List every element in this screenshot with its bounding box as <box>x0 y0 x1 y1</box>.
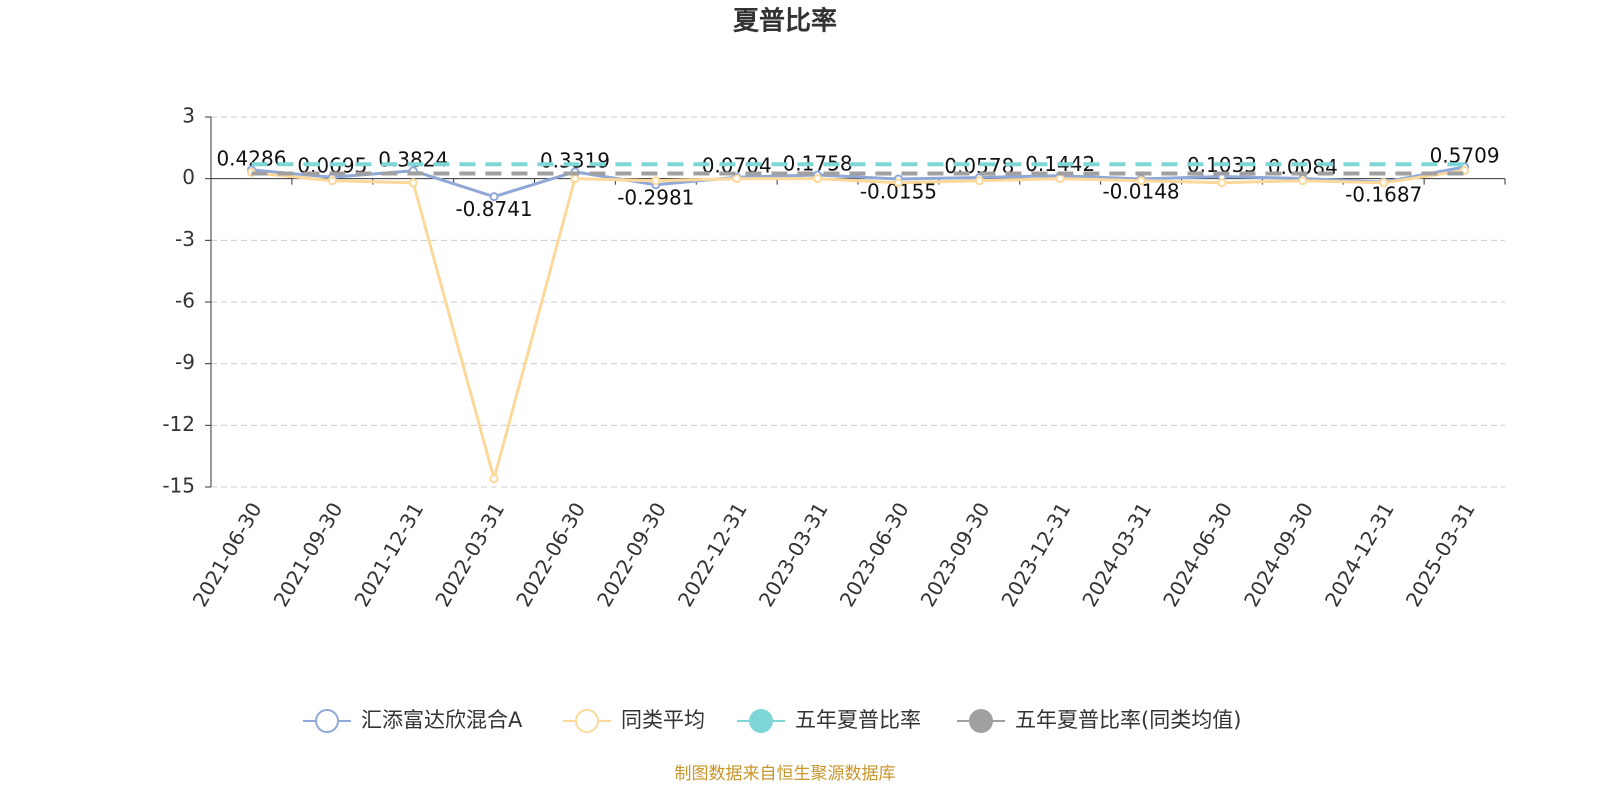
point <box>974 176 984 186</box>
x-tick-label: 2023-03-31 <box>754 498 833 611</box>
x-tick-label: 2022-03-31 <box>430 498 509 611</box>
x-tick-label: 2023-12-31 <box>996 498 1075 611</box>
point <box>1055 174 1065 184</box>
legend-item: 五年夏普比率(同类均值) <box>957 708 1241 733</box>
x-tick-label: 2025-03-31 <box>1401 498 1480 611</box>
x-tick-label: 2023-09-30 <box>916 498 995 611</box>
y-tick-label: -12 <box>162 412 195 436</box>
data-label: -0.8741 <box>455 197 532 221</box>
x-tick-label: 2023-06-30 <box>835 498 914 611</box>
y-tick-label: 0 <box>182 165 195 189</box>
point <box>1136 176 1146 186</box>
y-tick-label: -15 <box>162 474 195 498</box>
legend-item: 五年夏普比率 <box>737 708 921 733</box>
series-line <box>251 168 1465 485</box>
chart-title: 夏普比率 <box>733 6 837 37</box>
x-tick-label: 2024-03-31 <box>1077 498 1156 611</box>
y-tick-label: 3 <box>182 104 195 128</box>
point <box>1298 176 1308 186</box>
series-line <box>251 165 1465 199</box>
legend-item: 汇添富达欣混合A <box>303 708 523 733</box>
point <box>893 178 903 188</box>
point <box>813 174 823 184</box>
legend-marker <box>749 709 773 733</box>
point <box>570 174 580 184</box>
y-tick-label: -3 <box>175 227 195 251</box>
point <box>408 178 418 188</box>
legend-marker <box>969 709 993 733</box>
source-note: 制图数据来自恒生聚源数据库 <box>675 764 896 784</box>
x-tick-label: 2022-12-31 <box>673 498 752 611</box>
point <box>732 174 742 184</box>
data-label: 0.3824 <box>378 147 448 171</box>
legend-label: 五年夏普比率 <box>795 708 921 732</box>
point <box>1217 178 1227 188</box>
x-tick-label: 2022-09-30 <box>592 498 671 611</box>
data-label: 0.4286 <box>216 146 286 170</box>
legend-marker <box>315 709 339 733</box>
x-tick-label: 2024-12-31 <box>1320 498 1399 611</box>
x-tick-label: 2021-12-31 <box>349 498 428 611</box>
point <box>651 176 661 186</box>
x-tick-label: 2021-06-30 <box>188 498 267 611</box>
data-label: 0.3319 <box>540 148 610 172</box>
point <box>489 192 499 202</box>
data-label: -0.2981 <box>617 185 694 209</box>
point <box>1379 178 1389 188</box>
data-label: 0.5709 <box>1430 143 1500 167</box>
legend-item: 同类平均 <box>563 708 705 733</box>
x-tick-label: 2022-06-30 <box>511 498 590 611</box>
data-label: 0.1758 <box>783 152 853 176</box>
legend-label: 五年夏普比率(同类均值) <box>1015 708 1241 732</box>
legend-label: 汇添富达欣混合A <box>361 708 523 732</box>
legend-label: 同类平均 <box>621 708 705 732</box>
x-tick-label: 2021-09-30 <box>269 498 348 611</box>
point <box>327 176 337 186</box>
point <box>489 474 499 484</box>
y-tick-label: -9 <box>175 350 195 374</box>
x-tick-label: 2024-09-30 <box>1239 498 1318 611</box>
x-tick-label: 2024-06-30 <box>1158 498 1237 611</box>
y-tick-label: -6 <box>175 289 195 313</box>
legend-marker <box>575 709 599 733</box>
